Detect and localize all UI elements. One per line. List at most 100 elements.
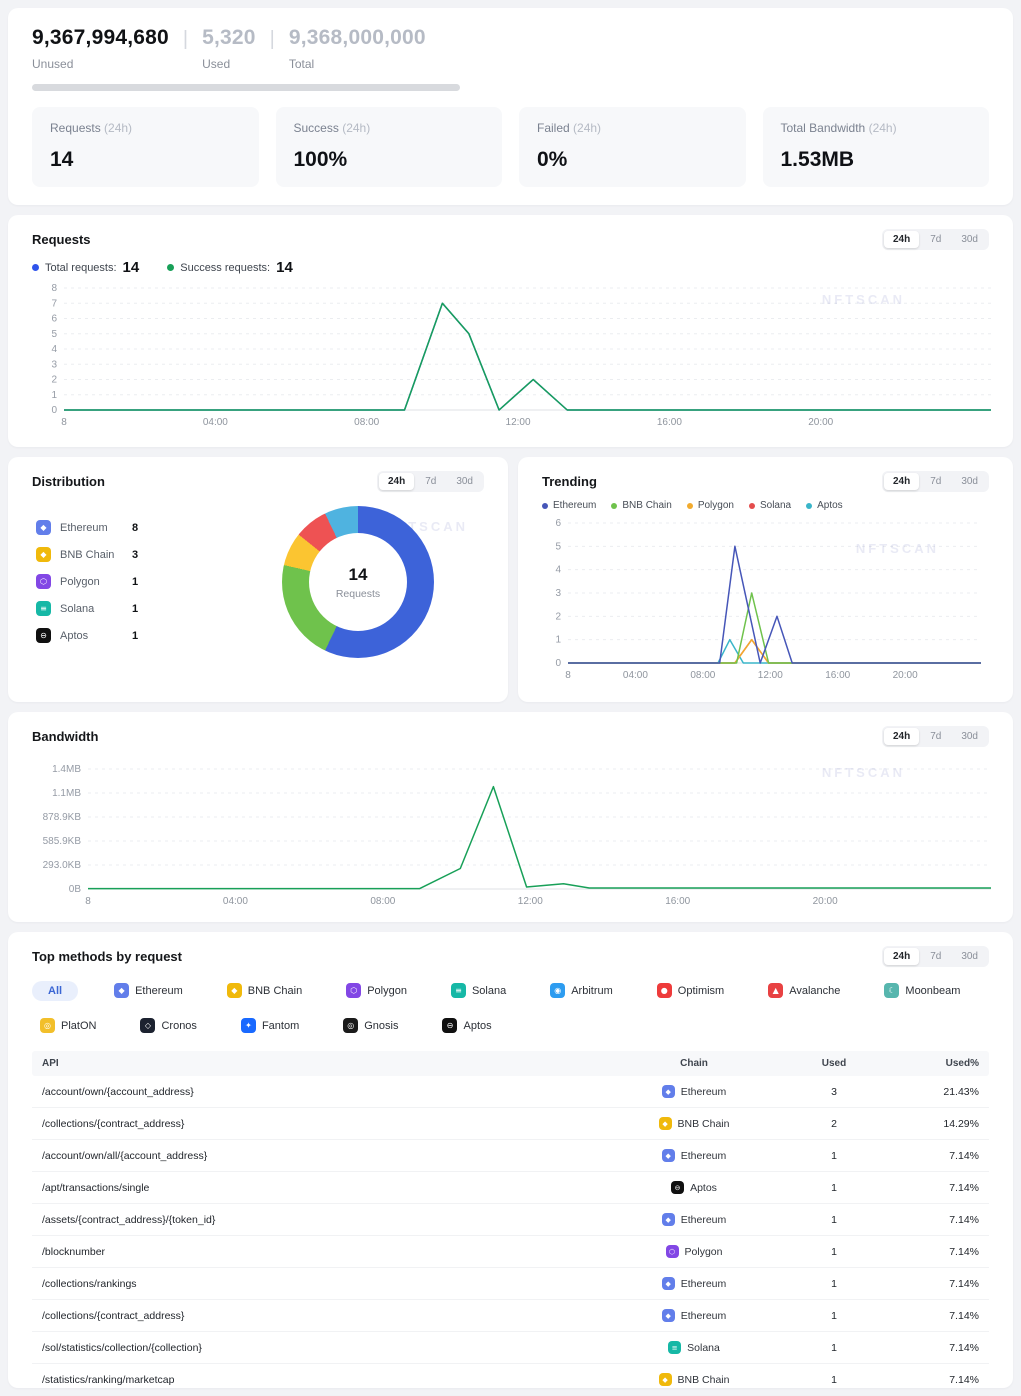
chain-cell: ◆ Ethereum [609,1277,779,1290]
ethereum-icon: ◆ [661,1149,675,1162]
used-percent-cell: 7.14% [949,1341,979,1354]
ethereum-icon: ◆ [661,1085,675,1098]
distribution-legend: ◆ Ethereum 8 ◆ BNB Chain 3 ⬡ Polygon 1 ≡ Solana 1 ⊖ A… [32,520,232,658]
chain-chip-platon[interactable]: ◎ PlatON [32,1014,104,1037]
chain-name: BNB Chain [60,548,115,561]
optimism-icon: ● [656,983,672,998]
range-option-7d[interactable]: 7d [930,476,942,487]
range-option-24h[interactable]: 24h [378,473,415,490]
aptos-icon: ⊖ [36,628,51,643]
range-option-7d[interactable]: 7d [425,476,437,487]
range-option-30d[interactable]: 30d [961,234,978,245]
trending-panel: Trending 24h 7d 30d Ethereum BNB Chain Polyg… [518,457,1013,702]
used-cell: 1 [831,1277,837,1290]
range-option-7d[interactable]: 7d [930,951,942,962]
distribution-title: Distribution [32,474,105,489]
chain-chip-solana[interactable]: ≡ Solana [443,979,514,1002]
chain-request-count: 1 [132,629,139,642]
chain-chip-ethereum[interactable]: ◆ Ethereum [106,979,191,1002]
svg-text:7: 7 [51,298,57,309]
trending-range-switch: 24h 7d 30d [881,471,989,492]
range-option-30d[interactable]: 30d [961,731,978,742]
trending-legend-item[interactable]: Solana [748,500,791,511]
range-option-7d[interactable]: 7d [930,234,942,245]
legend-dot-icon [748,502,755,509]
stat-value: 0% [537,148,568,171]
aptos-icon: ⊖ [671,1181,685,1194]
api-cell: /collections/{contract_address} [42,1117,185,1130]
range-option-7d[interactable]: 7d [930,731,942,742]
distribution-legend-item[interactable]: ⊖ Aptos 1 [36,628,232,643]
used-cell: 1 [831,1213,837,1226]
chain-chip-fantom[interactable]: ✦ Fantom [233,1014,307,1037]
used-percent-cell: 7.14% [949,1277,979,1290]
chain-badge: ◆ Ethereum [661,1149,726,1162]
api-cell: /account/own/{account_address} [42,1085,194,1098]
chain-cell: ≡ Solana [609,1341,779,1354]
chain-chip-avalanche[interactable]: ▲ Avalanche [760,979,848,1002]
stat-label-text: Total Bandwidth [780,121,866,135]
chain-name: Ethereum [680,1277,727,1290]
polygon-icon: ⬡ [665,1245,679,1258]
column-header-used: Used [821,1058,847,1069]
trending-legend-item[interactable]: Ethereum [542,500,596,511]
trending-legend-item[interactable]: Polygon [686,500,734,511]
chain-request-count: 8 [132,521,139,534]
stat-value: 1.53MB [780,148,855,171]
range-option-24h[interactable]: 24h [883,231,920,248]
chain-chip-aptos[interactable]: ⊖ Aptos [434,1014,499,1037]
chain-chip-cronos[interactable]: ◇ Cronos [132,1014,204,1037]
used-cell: 2 [831,1117,837,1130]
range-option-30d[interactable]: 30d [961,476,978,487]
stat-label-text: Failed [537,121,570,135]
requests-chart-area: NFTSCAN 0 1 2 3 4 5 6 7 8 8 04:00 08:00 12:00 16:00 20… [32,280,991,437]
range-option-24h[interactable]: 24h [883,728,920,745]
api-cell: /assets/{contract_address}/{token_id} [42,1213,216,1226]
trending-legend-item[interactable]: Aptos [806,500,843,511]
distribution-legend-item[interactable]: ◆ Ethereum 8 [36,520,232,535]
stat-label-suffix: (24h) [569,121,602,135]
stat-card-requests: Requests (24h) 14 [32,107,259,187]
stat-label-text: Requests [50,121,101,135]
chain-chip-polygon[interactable]: ⬡ Polygon [338,979,415,1002]
used-percent-cell: 7.14% [949,1213,979,1226]
chain-chip-gnosis[interactable]: ◎ Gnosis [335,1014,406,1037]
used-percent-cell: 7.14% [949,1181,979,1194]
fantom-icon: ✦ [240,1018,256,1033]
range-option-24h[interactable]: 24h [883,473,920,490]
chain-cell: ◆ BNB Chain [609,1373,779,1386]
svg-text:8: 8 [565,670,571,681]
range-option-30d[interactable]: 30d [456,476,473,487]
legend-dot-icon [542,502,548,509]
bandwidth-chart-area: NFTSCAN 0B 293.0KB 585.9KB 878.9KB 1.1MB 1.4M… [32,759,991,916]
chain-name: Aptos [60,629,89,642]
range-option-30d[interactable]: 30d [961,951,978,962]
chip-label: Solana [471,984,507,997]
chain-chip-optimism[interactable]: ● Optimism [649,979,732,1002]
api-cell: /collections/{contract_address} [42,1309,185,1322]
chip-label: Ethereum [135,984,183,997]
chain-chip-moonbeam[interactable]: ☾ Moonbeam [876,979,968,1002]
svg-text:0: 0 [555,658,561,669]
platon-icon: ◎ [40,1018,55,1033]
chain-cell: ◆ BNB Chain [609,1117,779,1130]
top-methods-range-switch: 24h 7d 30d [881,946,989,967]
svg-text:5: 5 [555,541,561,552]
distribution-legend-item[interactable]: ◆ BNB Chain 3 [36,547,232,562]
range-option-24h[interactable]: 24h [883,948,920,965]
used-percent-cell: 7.14% [949,1245,979,1258]
stat-label: Total Bandwidth (24h) [781,121,972,135]
legend-dot-icon [686,502,693,509]
trending-line-chart: 0 1 2 3 4 5 6 8 04:00 08:00 12:00 16:00 20:00 [555,518,981,681]
stat-label: Success (24h) [294,121,485,135]
chain-chip-bnb-chain[interactable]: ◆ BNB Chain [219,979,310,1002]
svg-text:8: 8 [61,417,67,428]
cronos-icon: ◇ [140,1018,156,1033]
chain-badge: ≡ Solana [668,1341,720,1354]
trending-legend-item[interactable]: BNB Chain [611,500,672,511]
chain-chip-all[interactable]: All [32,980,79,1001]
polygon-icon: ⬡ [346,983,362,998]
chain-chip-arbitrum[interactable]: ◉ Arbitrum [542,979,621,1002]
distribution-legend-item[interactable]: ≡ Solana 1 [36,601,232,616]
distribution-legend-item[interactable]: ⬡ Polygon 1 [36,574,232,589]
